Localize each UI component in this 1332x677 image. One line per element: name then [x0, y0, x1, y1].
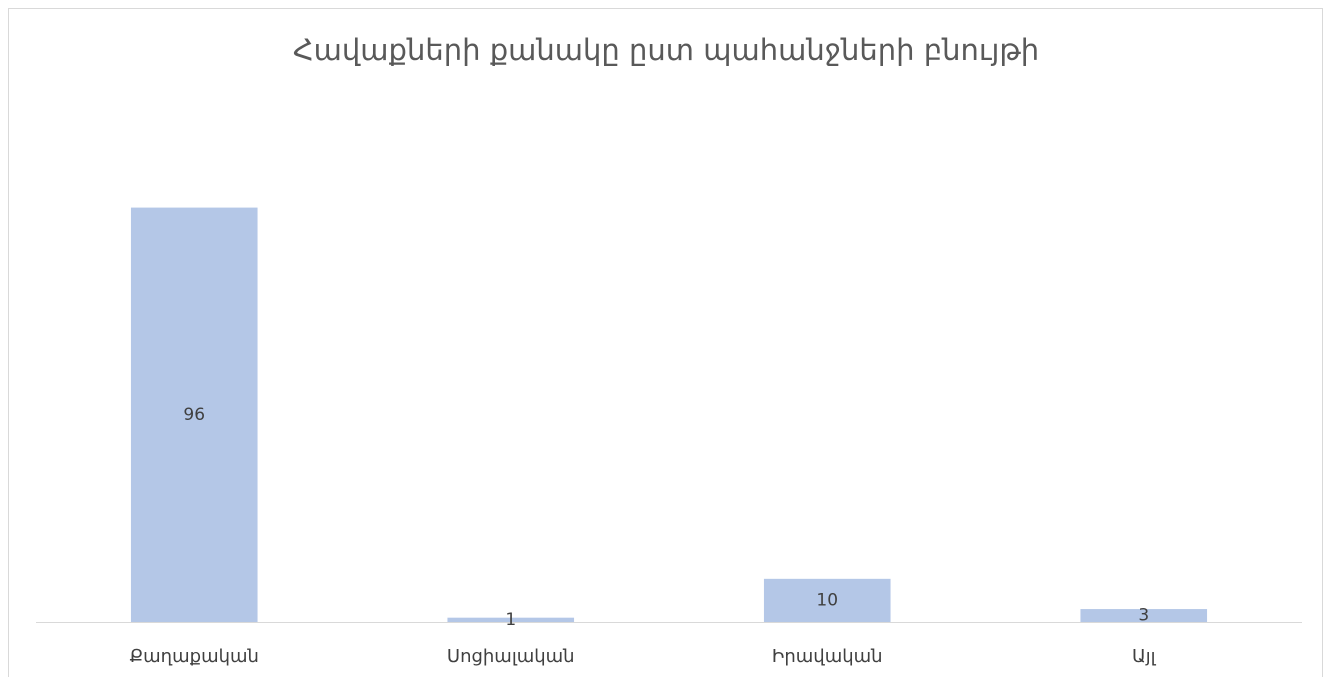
bar	[763, 578, 891, 622]
x-tick-label: Այլ	[1132, 646, 1157, 667]
bar	[1080, 609, 1208, 622]
data-label: 3	[1138, 606, 1149, 626]
x-tick-label: Սոցիալական	[447, 646, 575, 667]
chart-title: Հավաքների քանակը ըստ պահանջների բնույթի	[293, 33, 1039, 67]
data-label: 96	[183, 405, 205, 425]
bar	[130, 207, 258, 622]
data-label: 10	[816, 590, 838, 610]
x-tick-label: Քաղաքական	[130, 646, 259, 667]
x-tick-label: Իրավական	[772, 646, 883, 667]
data-label: 1	[505, 610, 516, 630]
bar	[447, 617, 575, 622]
